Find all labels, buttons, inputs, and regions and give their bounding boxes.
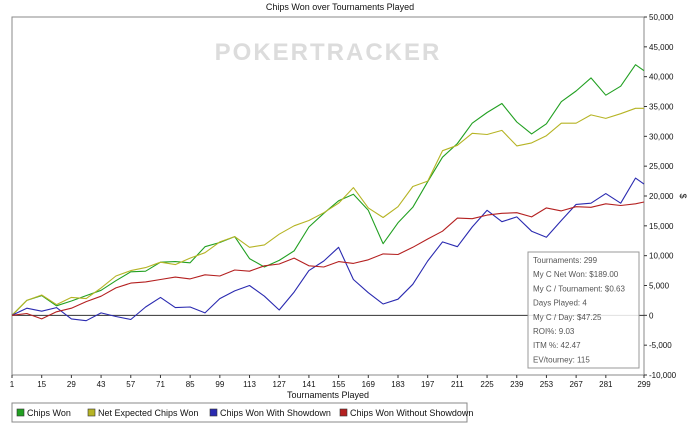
legend-frame (11, 402, 468, 423)
x-tick-label: 113 (243, 380, 256, 389)
y-tick-label: 45,000 (649, 43, 674, 52)
x-tick-label: 183 (391, 380, 405, 389)
y-tick-label: -10,000 (649, 371, 677, 380)
x-tick-label: 267 (569, 380, 583, 389)
x-tick-label: 155 (332, 380, 346, 389)
y-tick-label: 30,000 (649, 132, 674, 141)
x-tick-label: 281 (599, 380, 613, 389)
legend-swatch (16, 408, 25, 417)
legend-label: Net Expected Chips Won (98, 408, 198, 418)
series-line-2 (11, 107, 644, 316)
legend: Chips Won Net Expected Chips Won Chips Won… (11, 402, 473, 423)
y-tick-label: 35,000 (649, 103, 674, 112)
x-axis: 1 15 29 43 57 71 85 99 113 127 141 155 169 183 197 211 2… (10, 375, 651, 389)
stats-line: My C / Tournament: $0.63 (533, 284, 625, 293)
x-axis-label: Tournaments Played (287, 390, 369, 400)
y-tick-label: 25,000 (649, 162, 674, 171)
y-tick-label: -5,000 (649, 341, 672, 350)
y-tick-label: 0 (649, 311, 654, 320)
x-tick-label: 299 (637, 380, 651, 389)
y-tick-label: 20,000 (649, 192, 674, 201)
x-tick-label: 211 (451, 380, 464, 389)
stats-line: ITM %: 42.47 (533, 341, 581, 350)
stats-line: ROI%: 9.03 (533, 327, 575, 336)
y-tick-label: 50,000 (649, 13, 674, 22)
x-tick-label: 15 (37, 380, 46, 389)
x-tick-label: 141 (302, 380, 316, 389)
chart-title: Chips Won over Tournaments Played (266, 2, 414, 12)
stats-line: Days Played: 4 (533, 299, 587, 308)
legend-swatch (339, 408, 348, 417)
legend-swatch (87, 408, 96, 417)
y-tick-label: 10,000 (649, 252, 674, 261)
series-line-3 (11, 177, 645, 322)
stats-line: My C / Day: $47.25 (533, 313, 602, 322)
stats-line: My C Net Won: $189.00 (533, 270, 619, 279)
x-tick-label: 225 (480, 380, 494, 389)
x-tick-label: 71 (156, 380, 165, 389)
stats-line: EV/tourney: 115 (533, 355, 590, 364)
watermark-logo: POKERTRACKER (215, 39, 442, 66)
legend-swatch (209, 408, 218, 417)
x-tick-label: 43 (97, 380, 106, 389)
x-tick-label: 29 (67, 380, 76, 389)
y-tick-label: 5,000 (649, 282, 670, 291)
x-tick-label: 1 (10, 380, 15, 389)
x-tick-label: 85 (186, 380, 195, 389)
series-group (11, 64, 645, 322)
y-axis-label: $ (678, 193, 688, 198)
x-tick-label: 127 (273, 380, 287, 389)
stats-box: Tournaments: 299 My C Net Won: $189.00 My … (527, 251, 640, 369)
x-tick-label: 239 (510, 380, 524, 389)
y-tick-label: 15,000 (649, 222, 674, 231)
legend-label: Chips Won (27, 408, 71, 418)
x-tick-label: 253 (540, 380, 554, 389)
x-tick-label: 197 (421, 380, 435, 389)
legend-label: Chips Won With Showdown (220, 408, 331, 418)
x-tick-label: 169 (362, 380, 376, 389)
series-line-4 (11, 201, 645, 320)
stats-line: Tournaments: 299 (533, 256, 598, 265)
legend-label: Chips Won Without Showdown (350, 408, 473, 418)
series-line-1 (11, 64, 645, 316)
x-tick-label: 99 (215, 380, 224, 389)
stats-box-frame (527, 251, 640, 369)
y-tick-label: 40,000 (649, 73, 674, 82)
y-axis: 50,000 45,000 40,000 35,000 30,000 25,000 20,0… (644, 13, 677, 380)
x-tick-label: 57 (126, 380, 135, 389)
